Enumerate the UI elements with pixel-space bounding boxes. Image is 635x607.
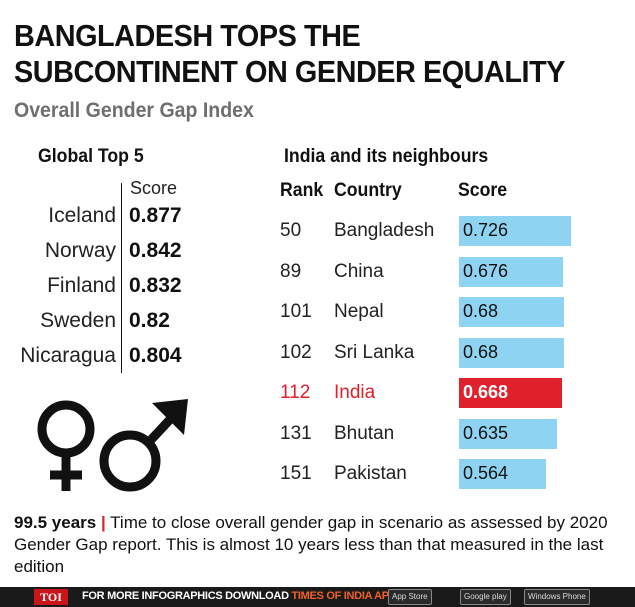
top5-country: Norway — [44, 239, 116, 262]
bar-row: 131 Bhutan 0.635 — [0, 419, 635, 451]
headline: BANGLADESH TOPS THE SUBCONTINENT ON GEND… — [14, 18, 565, 89]
country-label: Pakistan — [334, 463, 407, 484]
footnote-separator: | — [100, 513, 106, 532]
toi-logo: TOI — [34, 589, 68, 605]
top5-country: Finland — [47, 274, 116, 297]
score-bar — [459, 378, 562, 408]
female-symbol-icon — [37, 400, 95, 491]
top5-row: Sweden 0.82 — [0, 309, 240, 339]
top5-score: 0.82 — [129, 309, 170, 332]
footer-bar: TOI FOR MORE INFOGRAPHICS DOWNLOAD TIMES… — [0, 587, 635, 607]
score-label: 0.726 — [463, 220, 509, 240]
score-label: 0.564 — [463, 463, 509, 483]
score-label: 0.68 — [463, 342, 499, 362]
top5-row: Norway 0.842 — [0, 239, 240, 269]
bar-row: 50 Bangladesh 0.726 — [0, 216, 635, 248]
country-label: Bangladesh — [334, 220, 435, 241]
footnote-years: 99.5 years — [14, 513, 97, 532]
rank-value: 89 — [280, 261, 302, 282]
country-label: India — [334, 382, 376, 403]
top5-score: 0.832 — [129, 274, 182, 297]
score-bar — [459, 216, 571, 246]
rank-value: 131 — [280, 423, 312, 444]
bar-row: 102 Sri Lanka 0.68 — [0, 338, 635, 370]
top5-score: 0.842 — [129, 239, 182, 262]
score-header: Score — [458, 180, 508, 201]
score-label: 0.68 — [463, 301, 499, 321]
bar-row: 89 China 0.676 — [0, 257, 635, 289]
male-symbol-icon — [99, 409, 180, 492]
rank-value: 101 — [280, 301, 312, 322]
google-play-button[interactable]: Google play — [460, 589, 511, 605]
footer-text: FOR MORE INFOGRAPHICS DOWNLOAD TIMES OF … — [82, 590, 396, 602]
rank-header: Rank — [280, 180, 324, 201]
rank-value: 102 — [280, 342, 312, 363]
country-label: China — [334, 261, 384, 282]
top5-country: Iceland — [48, 204, 116, 227]
subtitle: Overall Gender Gap Index — [14, 99, 254, 122]
top5-row: Finland 0.832 — [0, 274, 240, 304]
neighbours-title: India and its neighbours — [284, 146, 489, 167]
score-label: 0.668 — [463, 382, 509, 402]
top5-country: Sweden — [40, 309, 116, 332]
bar-row: 112 India 0.668 — [0, 378, 635, 410]
score-bar — [459, 297, 564, 327]
country-label: Sri Lanka — [334, 342, 415, 363]
footer-app-name: TIMES OF INDIA APP — [291, 590, 396, 602]
top5-score: 0.877 — [129, 204, 182, 227]
country-label: Bhutan — [334, 423, 395, 444]
rank-value: 151 — [280, 463, 312, 484]
rank-value: 112 — [280, 382, 311, 403]
footnote-text: Time to close overall gender gap in scen… — [14, 513, 608, 576]
app-store-button[interactable]: App Store — [388, 589, 432, 605]
country-label: Nepal — [334, 301, 384, 322]
top5-row: Iceland 0.877 — [0, 204, 240, 234]
bar-row: 101 Nepal 0.68 — [0, 297, 635, 329]
score-bar — [459, 257, 563, 287]
footer-download-text: FOR MORE INFOGRAPHICS DOWNLOAD — [82, 590, 289, 602]
score-label: 0.676 — [463, 261, 509, 281]
score-bar — [459, 459, 546, 489]
rank-value: 50 — [280, 220, 302, 241]
windows-phone-button[interactable]: Windows Phone — [524, 589, 590, 605]
bar-row: 151 Pakistan 0.564 — [0, 459, 635, 491]
top5-divider — [121, 183, 122, 373]
score-bar — [459, 419, 557, 449]
gender-symbols-icon — [37, 399, 188, 492]
score-bar — [459, 338, 564, 368]
footnote: 99.5 years | Time to close overall gende… — [14, 512, 626, 578]
top5-score-header: Score — [130, 178, 178, 198]
male-arrowhead — [152, 399, 188, 435]
top5-score: 0.804 — [129, 344, 182, 367]
global-top5-title: Global Top 5 — [38, 146, 144, 167]
top5-country: Nicaragua — [20, 344, 116, 367]
top5-row: Nicaragua 0.804 — [0, 344, 240, 374]
country-header: Country — [334, 180, 402, 201]
score-label: 0.635 — [463, 423, 509, 443]
